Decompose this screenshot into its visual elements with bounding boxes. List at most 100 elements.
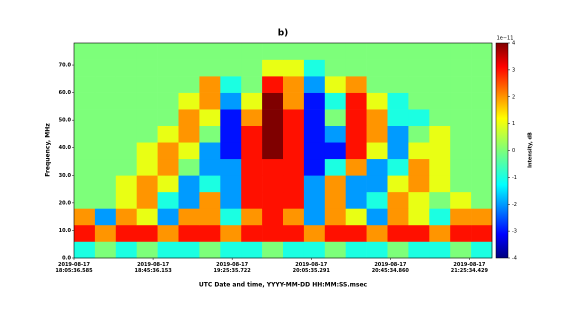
heatmap-cell (178, 76, 200, 93)
heatmap-cell (429, 43, 451, 60)
heatmap-cell (199, 191, 221, 209)
heatmap-cell (74, 224, 96, 242)
heatmap-cell (471, 241, 493, 259)
heatmap-cell (303, 109, 326, 126)
heatmap-cell (115, 224, 137, 242)
plot-frame (73, 42, 493, 259)
heatmap-cell (136, 224, 158, 242)
heatmap-cell (262, 241, 284, 259)
heatmap-cell (450, 175, 472, 193)
x-tick-date: 2019-08-17 (453, 262, 486, 268)
heatmap-cell (366, 142, 388, 160)
heatmap-cell (262, 109, 284, 126)
heatmap-cell (220, 224, 242, 242)
heatmap-cell (303, 191, 326, 209)
heatmap-cell (262, 224, 284, 242)
heatmap-cell (324, 224, 346, 242)
heatmap-cell (408, 158, 430, 176)
heatmap-cell (366, 224, 388, 242)
heatmap-cell (387, 175, 409, 193)
heatmap-cell (199, 224, 221, 242)
heatmap-cell (345, 125, 367, 143)
heatmap-cell (283, 59, 305, 77)
heatmap-cell (115, 142, 137, 160)
heatmap-cell (262, 191, 284, 209)
heatmap-cell (74, 76, 96, 93)
heatmap-cell (74, 142, 96, 160)
heatmap-cell (241, 43, 263, 60)
heatmap-cell (366, 208, 388, 226)
colorbar-tick-label: 3 (512, 67, 515, 73)
heatmap-cell (303, 208, 326, 226)
heatmap-cell (136, 191, 158, 209)
heatmap-cell (408, 241, 430, 259)
heatmap-cell (387, 158, 409, 176)
heatmap-cell (283, 92, 305, 110)
heatmap-cell (366, 125, 388, 143)
heatmap-cell (199, 76, 221, 93)
heatmap-cell (220, 76, 242, 93)
heatmap-cell (94, 109, 117, 126)
heatmap-cell (136, 76, 158, 93)
heatmap (74, 43, 493, 259)
heatmap-cell (408, 208, 430, 226)
heatmap-cell (408, 92, 430, 110)
heatmap-cell (366, 158, 388, 176)
heatmap-cell (450, 109, 472, 126)
heatmap-cell (94, 241, 117, 259)
heatmap-cell (366, 109, 388, 126)
heatmap-cell (366, 92, 388, 110)
heatmap-cell (94, 76, 117, 93)
heatmap-cell (262, 76, 284, 93)
heatmap-cell (408, 224, 430, 242)
heatmap-cell (199, 241, 221, 259)
heatmap-cell (345, 43, 367, 60)
heatmap-cell (199, 142, 221, 160)
heatmap-cell (324, 241, 346, 259)
heatmap-cell (241, 158, 263, 176)
heatmap-cell (241, 92, 263, 110)
x-tick-date: 2019-08-17 (295, 262, 328, 268)
heatmap-cell (429, 142, 451, 160)
colorbar-offset: 1e−11 (497, 36, 514, 42)
y-axis-label: Frequency, MHz (45, 123, 52, 177)
heatmap-cell (136, 125, 158, 143)
heatmap-cell (74, 175, 96, 193)
y-tick-label: 20.0 (59, 200, 72, 206)
heatmap-cell (241, 208, 263, 226)
heatmap-cell (450, 241, 472, 259)
heatmap-cell (387, 76, 409, 93)
x-tick-label: 2019-08-17 20:45:34.860 (372, 262, 410, 274)
x-tick-time: 18:05:36.585 (55, 268, 93, 274)
x-tick-label: 2019-08-17 20:05:35.291 (293, 262, 331, 274)
heatmap-cell (324, 175, 346, 193)
heatmap-cell (345, 76, 367, 93)
heatmap-cell (199, 43, 221, 60)
y-tick-label: 70.0 (59, 63, 72, 69)
heatmap-cell (283, 76, 305, 93)
heatmap-cell (283, 125, 305, 143)
colorbar (495, 42, 509, 259)
heatmap-cell (220, 43, 242, 60)
heatmap-cell (220, 175, 242, 193)
heatmap-cell (283, 208, 305, 226)
heatmap-cell (303, 43, 326, 60)
heatmap-cell (345, 224, 367, 242)
heatmap-cell (387, 208, 409, 226)
heatmap-cell (157, 158, 179, 176)
heatmap-cell (366, 59, 388, 77)
heatmap-cell (471, 43, 493, 60)
x-axis-label: UTC Date and time, YYYY-MM-DD HH:MM:SS.m… (199, 282, 368, 289)
heatmap-cell (74, 109, 96, 126)
heatmap-cell (450, 142, 472, 160)
heatmap-cell (408, 43, 430, 60)
heatmap-cell (324, 92, 346, 110)
heatmap-cell (471, 158, 493, 176)
heatmap-cell (429, 241, 451, 259)
heatmap-cell (115, 241, 137, 259)
heatmap-cell (429, 92, 451, 110)
heatmap-cell (115, 43, 137, 60)
heatmap-cell (429, 208, 451, 226)
heatmap-cell (324, 142, 346, 160)
y-tick-label: 60.0 (59, 90, 72, 96)
